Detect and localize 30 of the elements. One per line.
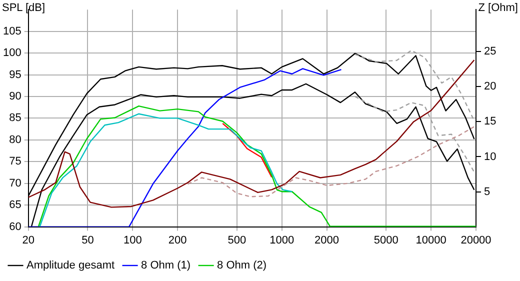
legend-label: Amplitude gesamt (26, 260, 115, 272)
x-tick-label: 500 (228, 234, 246, 246)
y2-axis-title: Z [Ohm] (478, 2, 518, 14)
y-tick-label: 90 (9, 90, 22, 103)
y-tick-label: 85 (9, 112, 22, 124)
y-tick-label: 80 (9, 134, 22, 146)
y2-tick-label: 10 (484, 150, 496, 163)
y-axis-title: SPL [dB] (2, 2, 46, 14)
x-tick-label: 100 (123, 234, 142, 246)
y2-tick-label: 5 (484, 186, 490, 198)
y-tick-label: 70 (9, 177, 22, 190)
y-tick-label: 95 (9, 68, 22, 81)
x-tick-label: 10000 (416, 234, 446, 246)
x-tick-label: 2000 (314, 234, 340, 246)
x-tick-label: 5000 (374, 234, 398, 246)
x-tick-label: 1000 (270, 234, 294, 246)
y-tick-label: 100 (2, 47, 22, 60)
y-tick-label: 65 (9, 199, 22, 212)
x-tick-label: 20000 (460, 234, 492, 246)
y2-tick-label: 15 (484, 116, 496, 128)
x-tick-label: 20 (22, 234, 34, 246)
y2-tick-label: 25 (484, 46, 496, 58)
y-tick-label: 75 (9, 156, 22, 168)
x-tick-label: 50 (82, 234, 94, 246)
y-tick-label: 105 (2, 25, 22, 38)
y2-tick-label: 20 (484, 80, 496, 93)
y-tick-label: 60 (9, 220, 22, 233)
legend-label: 8 Ohm (1) (141, 260, 191, 272)
legend-label: 8 Ohm (2) (217, 260, 267, 272)
x-tick-label: 200 (168, 234, 187, 246)
